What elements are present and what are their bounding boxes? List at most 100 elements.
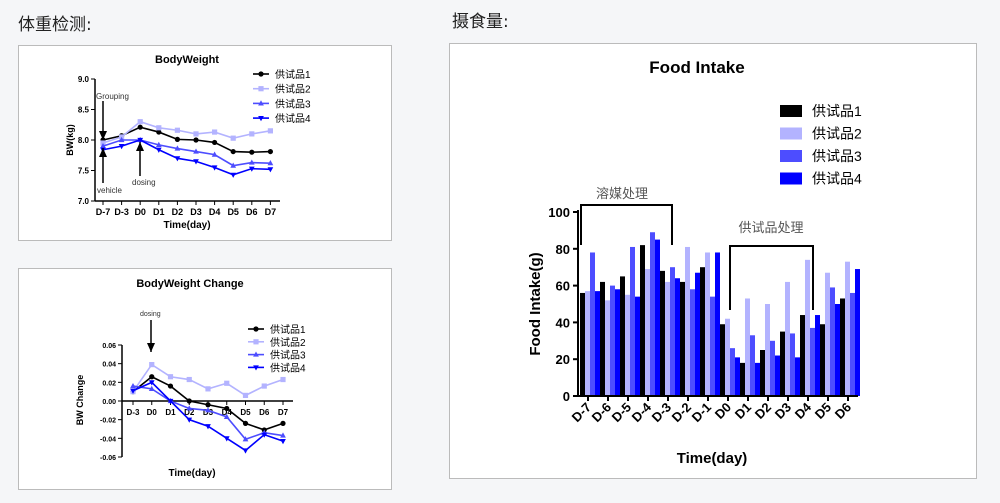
x-tick-label: D4 — [222, 408, 233, 417]
data-point — [167, 383, 174, 389]
bar — [755, 362, 760, 396]
y-axis-label: Food Intake(g) — [527, 252, 544, 355]
data-point — [230, 135, 236, 141]
treatment-period-label: 供试品处理 — [738, 220, 803, 235]
x-axis-label: Time(day) — [163, 220, 210, 231]
data-point — [174, 145, 181, 151]
bar — [735, 357, 740, 396]
data-point — [205, 386, 211, 392]
data-point — [242, 448, 249, 454]
data-point — [242, 392, 249, 398]
bar — [640, 245, 645, 396]
bar — [675, 278, 680, 396]
data-point — [249, 131, 255, 137]
x-tick-label: D2 — [752, 400, 774, 422]
bar — [840, 298, 845, 396]
legend-label: 供试品2 — [275, 83, 311, 96]
bodyweight-change-chart-panel — [18, 268, 392, 490]
y-tick-label: 0.02 — [102, 380, 116, 387]
y-tick-label: 0 — [563, 389, 570, 404]
x-tick-label: D1 — [153, 207, 165, 217]
x-axis-label: Time(day) — [677, 450, 748, 467]
series-line — [102, 120, 271, 144]
food-intake-chart-panel — [449, 43, 977, 479]
data-point — [174, 136, 180, 142]
data-point — [280, 376, 286, 383]
chart-title: BodyWeight — [155, 54, 219, 66]
data-point — [267, 160, 274, 166]
legend-label: 供试品1 — [270, 323, 306, 336]
y-tick-label: 20 — [556, 352, 570, 367]
series-4: 供试品4 — [100, 112, 311, 178]
y-axis-label: BW Change — [75, 375, 85, 426]
data-point — [193, 148, 199, 154]
bar — [855, 269, 860, 396]
data-point — [248, 166, 255, 172]
data-point — [211, 165, 218, 171]
data-point — [167, 398, 174, 405]
y-axis-label: BW(kg) — [65, 124, 75, 156]
data-point — [248, 159, 255, 165]
bar — [590, 252, 595, 396]
y-tick-label: -0.06 — [100, 455, 116, 462]
bar — [765, 304, 770, 396]
series-line — [102, 139, 271, 167]
data-point — [148, 385, 155, 391]
legend-label: 供试品3 — [812, 148, 862, 164]
bar — [790, 333, 795, 396]
y-tick-label: 7.5 — [78, 167, 90, 176]
bar — [760, 350, 765, 396]
bar — [850, 292, 855, 396]
bar — [775, 355, 780, 396]
data-point — [258, 116, 264, 122]
bar — [830, 287, 835, 396]
y-tick-label: 80 — [556, 242, 570, 257]
data-point — [230, 172, 237, 178]
data-point — [186, 405, 193, 411]
dosing-arrow-head — [136, 142, 144, 151]
bar — [580, 292, 585, 396]
bar — [635, 296, 640, 396]
bar — [780, 331, 785, 396]
data-point — [253, 351, 259, 357]
bar — [795, 357, 800, 396]
data-point — [253, 339, 259, 345]
series-2: 供试品2 — [130, 336, 306, 398]
series-3: 供试品3 — [100, 97, 311, 168]
x-tick-label: D5 — [227, 207, 239, 217]
y-tick-label: 0.06 — [102, 343, 116, 350]
bar — [815, 315, 820, 396]
x-tick-label: D7 — [265, 207, 277, 217]
data-point — [280, 432, 286, 438]
grouping-arrow-head — [99, 131, 107, 140]
data-point — [193, 159, 199, 165]
data-point — [155, 141, 162, 147]
bar — [660, 270, 665, 396]
x-tick-label: D-7 — [96, 207, 111, 217]
legend-label: 供试品3 — [270, 349, 306, 362]
bar — [595, 291, 600, 396]
data-point — [261, 432, 268, 438]
dosing-arrow-head — [147, 343, 155, 352]
bar — [620, 276, 625, 396]
data-point — [186, 376, 192, 383]
data-point — [205, 402, 211, 408]
bar-chart: Food Intake 供试品1 供试品2 供试品3 供试品4 0 20 40 60 80 100 D… — [527, 58, 862, 467]
x-tick-label: D-3 — [127, 408, 140, 417]
series-1: 供试品1 — [580, 103, 862, 396]
data-point — [174, 156, 181, 162]
bar — [680, 281, 685, 396]
bar — [845, 261, 850, 396]
annotation-dosing: dosing — [132, 178, 156, 187]
bar — [585, 291, 590, 396]
data-point — [130, 382, 136, 389]
data-point — [156, 125, 162, 131]
data-point — [267, 148, 273, 155]
bar — [655, 239, 660, 396]
data-point — [156, 129, 162, 135]
data-point — [193, 131, 199, 137]
data-point — [148, 380, 155, 386]
bar — [770, 340, 775, 396]
y-tick-label: 0.04 — [102, 362, 116, 369]
